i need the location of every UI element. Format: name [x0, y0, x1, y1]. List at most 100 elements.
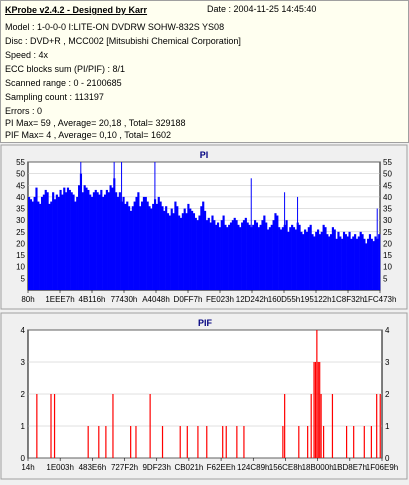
pi-bar: [68, 189, 71, 290]
pi-bar: [242, 220, 246, 290]
info-ecc-sum: ECC blocks sum (PI/PIF) : 8/1: [5, 64, 126, 74]
pi-bar: [305, 231, 309, 290]
pi-bar: [318, 234, 322, 290]
pi-bar: [39, 203, 42, 290]
pi-bar: [111, 187, 114, 290]
pif-bar: [149, 394, 151, 458]
pi-bar: [337, 231, 340, 290]
info-panel: KProbe v2.4.2 - Designed by Karr Date : …: [0, 0, 409, 143]
pi-y-tick-label-right: 15: [383, 251, 392, 260]
pif-y-tick-label: 3: [21, 358, 26, 367]
pi-bar: [291, 224, 294, 290]
pif-bar: [225, 426, 227, 458]
pi-bar: [189, 208, 192, 290]
pif-bar: [179, 426, 181, 458]
pi-bar: [181, 213, 184, 290]
pi-bar: [231, 220, 234, 290]
pif-y-tick-label: 1: [21, 422, 26, 431]
pi-bar: [141, 201, 144, 290]
pi-bar: [163, 210, 166, 290]
pi-bar: [146, 201, 149, 290]
pi-bar: [65, 192, 68, 290]
pif-x-tick-label: 727F2h: [111, 463, 138, 472]
pif-chart: PIF 0 0 1 1 2 2 3 3 4 4 14h 1E003h 483E6h 727F2h 9DF23h…: [0, 312, 408, 480]
pif-bar: [130, 426, 132, 458]
pi-bar: [246, 222, 249, 290]
pi-bar: [289, 227, 292, 290]
pi-bar: [187, 203, 190, 290]
pif-bar: [105, 426, 107, 458]
pi-bar: [335, 238, 338, 290]
pi-x-tick-label: 195122h: [300, 295, 331, 304]
pi-bar: [198, 215, 201, 290]
pi-bar: [315, 231, 318, 290]
pi-bar: [161, 206, 164, 290]
pi-bar: [367, 238, 370, 290]
pi-bar: [83, 185, 86, 290]
pif-x-tick-label: 18B000h: [302, 463, 334, 472]
pi-y-tick-label: 40: [16, 193, 25, 202]
pif-x-tick-label: 124C89h: [237, 463, 269, 472]
pif-bar: [346, 426, 348, 458]
pi-bar: [81, 192, 84, 290]
pi-bar: [179, 217, 183, 290]
pi-bar: [354, 234, 357, 290]
scan-date: Date : 2004-11-25 14:45:40: [207, 4, 317, 14]
pi-y-tick-label: 5: [21, 274, 26, 283]
pi-bar: [76, 196, 79, 290]
pif-y-tick-label-right: 1: [385, 422, 390, 431]
pi-bar: [90, 196, 94, 290]
pi-bar: [170, 208, 173, 290]
pi-bar: [372, 241, 375, 290]
pi-y-tick-label-right: 50: [383, 170, 392, 179]
pi-x-tick-label: D0FF7h: [174, 295, 203, 304]
pi-bar: [229, 222, 233, 290]
pif-bar: [243, 426, 245, 458]
pi-bar: [254, 220, 257, 290]
pi-bar: [357, 236, 360, 290]
pif-y-tick-label: 4: [21, 326, 26, 335]
pi-bar: [31, 201, 34, 290]
pif-x-tick-label: F62EEh: [207, 463, 236, 472]
pif-bar: [307, 426, 309, 458]
pi-bar: [42, 194, 45, 290]
pi-bar: [135, 196, 138, 290]
pi-bar: [359, 231, 362, 290]
pi-x-tick-label: 4B116h: [79, 295, 106, 304]
pi-bar: [215, 224, 218, 290]
pi-bar: [166, 213, 170, 290]
pi-x-tick-label: 1FC473h: [364, 295, 397, 304]
pi-bar: [378, 234, 381, 290]
pi-bar: [307, 227, 310, 290]
pi-x-tick-label: 77430h: [111, 295, 138, 304]
pi-bar: [103, 194, 107, 290]
pi-bar: [257, 227, 260, 290]
pif-x-tick-label: 156CE8h: [269, 463, 302, 472]
pi-bar: [204, 210, 207, 290]
pif-x-tick-label: 1E003h: [46, 463, 74, 472]
pi-bar: [48, 203, 51, 290]
pi-bar: [309, 224, 312, 290]
pi-bar: [239, 227, 242, 290]
pif-bar: [322, 426, 325, 458]
pi-bar: [304, 229, 307, 290]
pi-y-tick-label-right: 25: [383, 228, 392, 237]
pi-y-tick-label-right: 40: [383, 193, 392, 202]
pif-y-tick-label: 0: [21, 454, 26, 463]
pif-bar: [319, 362, 321, 458]
pi-bar: [116, 196, 120, 290]
pif-x-tick-label: CB021h: [174, 463, 203, 472]
pif-x-tick-label: 9DF23h: [142, 463, 170, 472]
pi-bar: [218, 227, 221, 290]
pi-bar: [74, 201, 77, 290]
pi-x-tick-label: FE023h: [206, 295, 234, 304]
pif-y-tick-label-right: 3: [385, 358, 390, 367]
pi-bar: [374, 236, 377, 290]
pi-bar: [178, 215, 181, 290]
pi-bar: [350, 238, 353, 290]
pi-bar: [57, 196, 60, 290]
pi-x-tick-label: 1EEE7h: [45, 295, 74, 304]
pif-bar: [284, 394, 286, 458]
pi-bar: [294, 229, 297, 290]
pif-bar: [53, 394, 56, 458]
